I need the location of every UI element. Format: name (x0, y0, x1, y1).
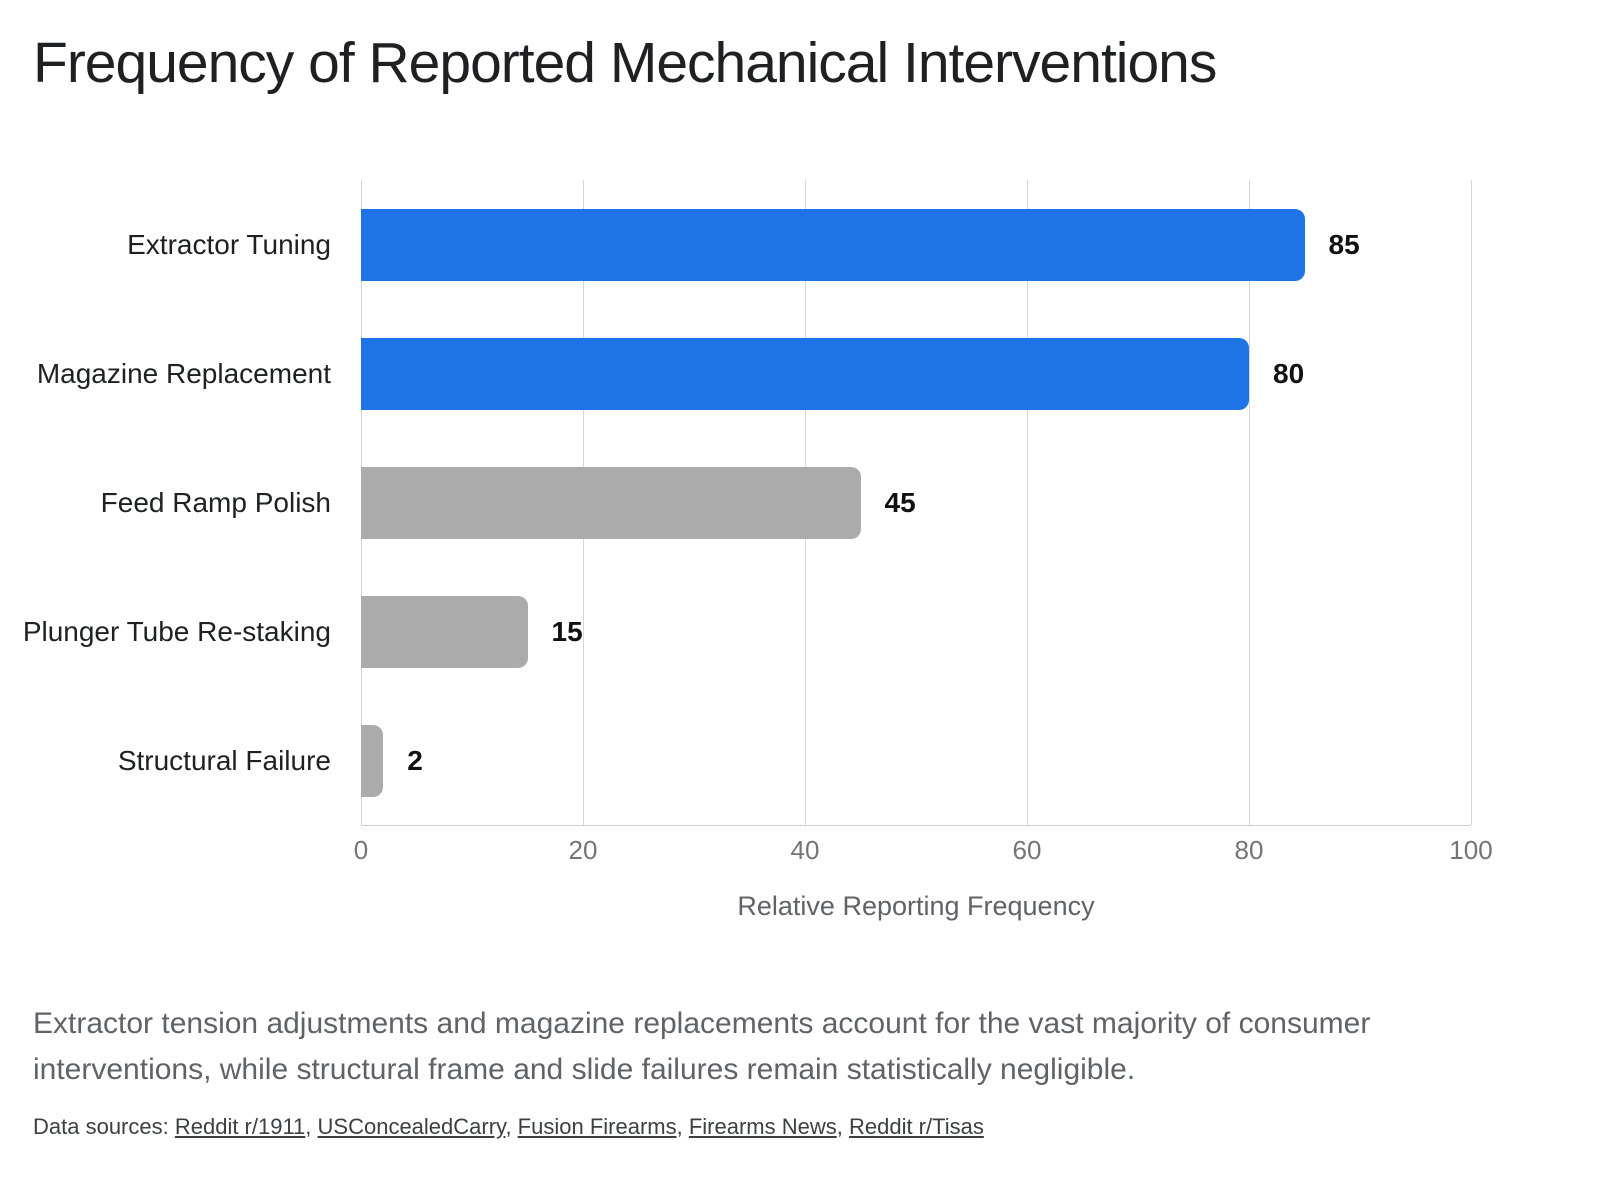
bar-structural-failure (361, 724, 384, 797)
bar-value-structural-failure: 2 (407, 744, 423, 776)
bar-plunger-tube-re-staking (361, 595, 528, 668)
category-label-feed-ramp-polish: Feed Ramp Polish (100, 486, 331, 518)
source-link-fusion-firearms[interactable]: Fusion Firearms (517, 1114, 677, 1139)
source-link-reddit-r-1911[interactable]: Reddit r/1911 (174, 1114, 306, 1139)
category-label-plunger-tube-re-staking: Plunger Tube Re-staking (22, 615, 331, 647)
bar-feed-ramp-polish (361, 466, 861, 539)
x-tick-label-20: 20 (568, 835, 598, 865)
caption-line-1: Extractor tension adjustments and magazi… (33, 1007, 1371, 1040)
category-label-extractor-tuning: Extractor Tuning (127, 228, 331, 260)
source-link-firearms-news[interactable]: Firearms News (688, 1114, 837, 1139)
data-sources: Data sources: Reddit r/1911, USConcealed… (33, 1114, 984, 1140)
x-tick-label-100: 100 (1449, 835, 1493, 865)
x-tick-label-60: 60 (1012, 835, 1042, 865)
sources-prefix: Data sources: (33, 1114, 175, 1139)
source-separator: , (676, 1114, 689, 1139)
chart-title: Frequency of Reported Mechanical Interve… (33, 31, 1217, 95)
source-separator: , (305, 1114, 318, 1139)
bar-value-feed-ramp-polish: 45 (884, 486, 916, 518)
gridline-x-80 (1249, 180, 1250, 825)
bar-value-magazine-replacement: 80 (1273, 357, 1305, 389)
source-separator: , (505, 1114, 518, 1139)
x-tick-label-80: 80 (1234, 835, 1264, 865)
source-link-usconcealedcarry[interactable]: USConcealedCarry (317, 1114, 506, 1139)
x-tick-label-0: 0 (353, 835, 369, 865)
source-separator: , (836, 1114, 849, 1139)
x-axis-label: Relative Reporting Frequency (737, 891, 1095, 921)
x-axis-line (361, 825, 1471, 826)
bar-magazine-replacement (361, 337, 1249, 410)
x-tick-label-40: 40 (790, 835, 820, 865)
source-link-reddit-r-tisas[interactable]: Reddit r/Tisas (848, 1114, 984, 1139)
bar-value-plunger-tube-re-staking: 15 (551, 615, 583, 647)
caption-line-2: interventions, while structural frame an… (33, 1053, 1136, 1086)
chart-caption: Extractor tension adjustments and magazi… (33, 1001, 1553, 1093)
category-label-magazine-replacement: Magazine Replacement (36, 357, 331, 389)
gridline-x-60 (1027, 180, 1028, 825)
bar-extractor-tuning (361, 208, 1305, 281)
bar-value-extractor-tuning: 85 (1328, 228, 1360, 260)
gridline-x-100 (1471, 180, 1472, 825)
category-label-structural-failure: Structural Failure (117, 744, 331, 776)
